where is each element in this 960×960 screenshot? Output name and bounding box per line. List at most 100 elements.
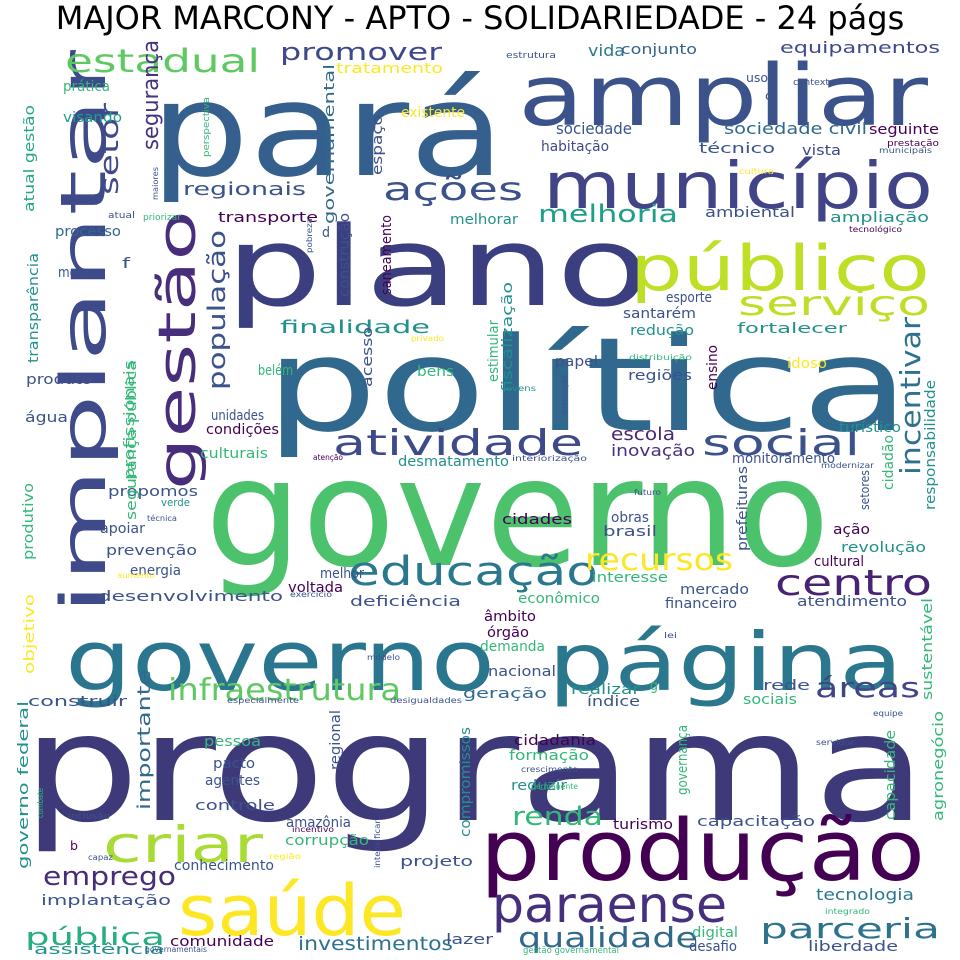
word-58: vista xyxy=(802,143,841,159)
word-4: pará xyxy=(150,54,505,206)
word-123: amazônia xyxy=(286,815,351,831)
word-27: parceria xyxy=(760,912,940,945)
word-112: índice xyxy=(587,694,640,710)
word-142: fiscalização xyxy=(500,282,516,392)
word-162: prestação xyxy=(887,139,940,149)
word-23: estadual xyxy=(65,42,260,80)
word-151: compromissos xyxy=(458,727,474,837)
word-182: exercício xyxy=(290,590,332,599)
word-50: prática xyxy=(63,79,110,95)
word-66: saneamento xyxy=(379,215,395,295)
word-94: ação xyxy=(833,522,870,538)
word-55: existente xyxy=(401,105,465,121)
word-48: equipamentos xyxy=(780,38,940,57)
word-120: pacto xyxy=(213,756,255,772)
word-71: redução xyxy=(630,323,694,339)
word-135: liberdade xyxy=(808,939,898,955)
word-80: bens xyxy=(417,364,454,380)
word-198: governamentais xyxy=(145,945,207,954)
word-110: geração xyxy=(463,686,547,702)
word-159: g xyxy=(650,678,658,694)
word-192: inclusão xyxy=(68,812,111,822)
word-132: lazer xyxy=(446,932,493,948)
word-89: prevenção xyxy=(106,543,197,559)
word-43: escola xyxy=(611,424,675,445)
word-69: esporte xyxy=(666,290,712,306)
word-97: desenvolvimento xyxy=(98,589,283,605)
word-127: conhecimento xyxy=(174,858,274,874)
word-73: papel xyxy=(555,354,598,370)
word-10: saúde xyxy=(178,870,406,952)
word-17: atividade xyxy=(333,423,583,464)
word-191: combate xyxy=(36,788,45,818)
word-18: social xyxy=(702,423,860,464)
word-63: processo xyxy=(55,224,121,240)
word-47: conjunto xyxy=(621,42,697,58)
word-117: formação xyxy=(509,748,589,764)
word-68: transparência xyxy=(26,253,42,363)
word-3: plano xyxy=(225,203,650,331)
word-186: desigualdades xyxy=(390,696,462,705)
word-143: turístico xyxy=(839,420,901,436)
word-15: criar xyxy=(103,816,264,874)
word-141: estimular xyxy=(486,320,502,382)
word-126: turismo xyxy=(613,817,673,833)
word-155: c xyxy=(765,89,772,103)
word-193: incentivo xyxy=(292,825,334,834)
word-158: b xyxy=(70,839,78,853)
word-99: voltada xyxy=(288,580,343,596)
word-0: programa xyxy=(22,682,927,856)
word-166: tecnológico xyxy=(849,224,902,234)
word-31: renda xyxy=(512,802,603,832)
word-121: agentes xyxy=(205,773,260,789)
word-156: d xyxy=(322,225,330,241)
word-137: objetivo xyxy=(22,594,38,674)
word-84: culturais xyxy=(200,446,268,462)
word-105: atendimento xyxy=(797,594,907,610)
word-116: cidadania xyxy=(514,733,596,749)
word-196: intensificar xyxy=(373,819,382,868)
word-81: água xyxy=(25,410,68,426)
word-129: implantação xyxy=(41,893,171,909)
word-139: segurança pública xyxy=(124,360,140,520)
word-56: habitação xyxy=(541,139,609,155)
word-54: espaço xyxy=(370,115,386,175)
word-70: santarém xyxy=(623,306,696,322)
word-144: cidadão xyxy=(881,435,897,490)
word-79: acesso xyxy=(360,327,376,387)
word-170: pobreza xyxy=(305,218,314,253)
word-108: demanda xyxy=(480,639,545,655)
word-78: belém xyxy=(258,363,293,379)
word-124: corrupção xyxy=(285,833,369,849)
word-39: investimentos xyxy=(298,933,453,955)
word-188: servidor xyxy=(816,738,855,747)
word-179: verde xyxy=(161,496,190,509)
word-91: cidades xyxy=(502,512,572,528)
word-85: desmatamento xyxy=(398,454,509,470)
word-128: projeto xyxy=(400,854,473,870)
word-29: promover xyxy=(280,38,442,66)
word-92: obras xyxy=(611,510,649,526)
word-178: futuro xyxy=(634,488,661,497)
word-115: construir xyxy=(28,694,127,710)
word-122: controle xyxy=(195,798,275,814)
word-153: governança xyxy=(675,725,691,795)
word-165: cultura xyxy=(739,167,774,176)
word-168: atual xyxy=(108,211,135,221)
word-140: profissionais xyxy=(122,360,138,480)
word-5: governo xyxy=(65,612,495,711)
word-11: município xyxy=(543,150,933,224)
word-136: governo federal xyxy=(16,701,32,869)
word-189: crescimento xyxy=(521,765,578,774)
word-184: modelo xyxy=(367,653,400,662)
word-13: gestão xyxy=(148,210,208,490)
word-34: pública xyxy=(25,923,165,951)
word-152: regional xyxy=(328,710,344,770)
word-164: perspectiva xyxy=(202,97,212,157)
word-8: ampliar xyxy=(518,47,928,146)
word-111: realizar xyxy=(571,682,640,698)
word-28: qualidade xyxy=(518,921,698,954)
word-76: idoso xyxy=(787,356,827,372)
word-14: paraense xyxy=(492,876,727,934)
word-160: estrutura xyxy=(506,51,556,61)
